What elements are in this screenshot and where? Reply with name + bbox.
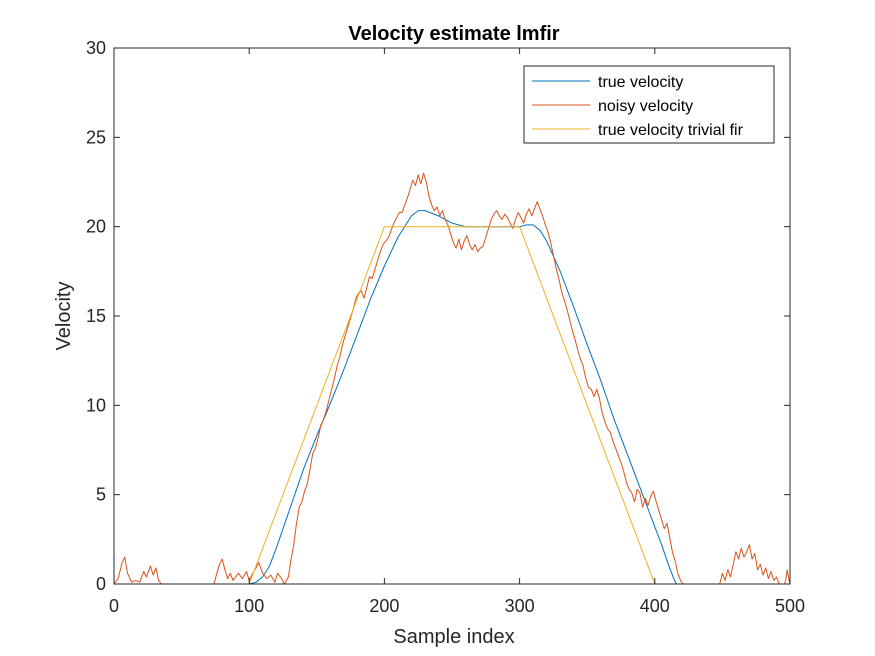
x-tick-label: 200: [369, 596, 399, 616]
x-tick-label: 100: [234, 596, 264, 616]
legend: true velocity noisy velocity true velocity…: [523, 65, 775, 144]
y-tick-label: 25: [86, 127, 106, 147]
x-tick-label: 0: [109, 596, 119, 616]
legend-label-2: noisy velocity: [598, 98, 693, 115]
x-tick-label: 400: [640, 596, 670, 616]
y-tick-label: 15: [86, 306, 106, 326]
y-tick-label: 20: [86, 217, 106, 237]
series-line-2: [113, 172, 791, 585]
x-tick-label: 500: [775, 596, 805, 616]
ticks-layer: 0 100 200 300 400 500 0 5 10 15 20 25 30: [86, 38, 805, 616]
x-axis-label: Sample index: [393, 626, 514, 648]
y-tick-label: 0: [96, 574, 106, 594]
x-tick-label: 300: [505, 596, 535, 616]
y-axis-label: Velocity: [53, 282, 75, 351]
y-tick-label: 5: [96, 485, 106, 505]
y-tick-label: 10: [86, 395, 106, 415]
legend-label-3: true velocity trivial fir: [598, 122, 744, 139]
y-tick-label: 30: [86, 38, 106, 58]
chart-title: Velocity estimate lmfir: [348, 23, 559, 45]
legend-label-1: true velocity: [598, 74, 683, 91]
